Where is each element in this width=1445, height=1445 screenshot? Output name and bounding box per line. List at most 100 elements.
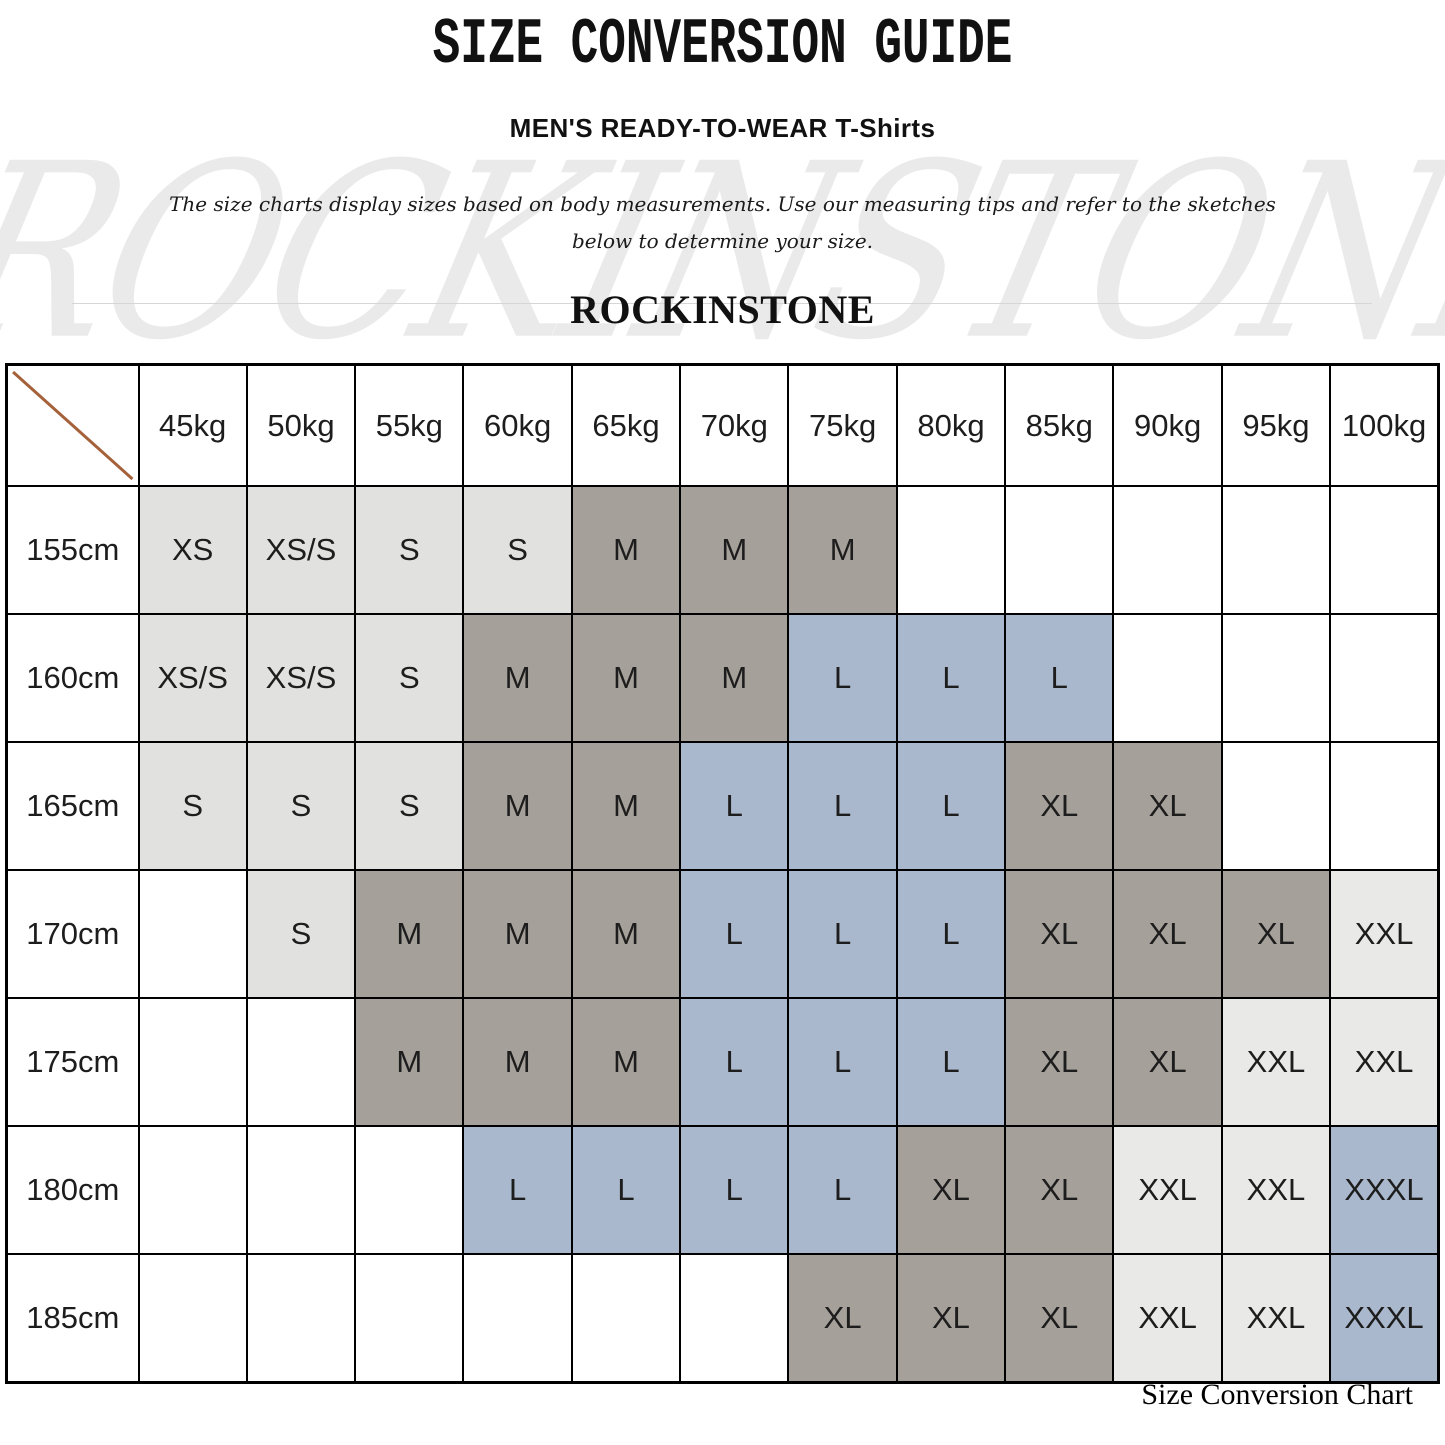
- size-cell: L: [787, 613, 898, 743]
- height-label-cell: 180cm: [5, 1125, 140, 1255]
- weight-header-cell: 45kg: [137, 363, 248, 487]
- size-cell: M: [787, 485, 898, 615]
- empty-cell: [245, 997, 357, 1127]
- height-label-cell: 155cm: [5, 485, 140, 615]
- size-cell: L: [787, 741, 898, 871]
- empty-cell: [354, 1253, 465, 1384]
- size-cell: M: [570, 613, 682, 743]
- size-cell: XL: [1004, 741, 1115, 871]
- chart-caption: Size Conversion Chart: [1141, 1378, 1413, 1411]
- empty-cell: [137, 997, 248, 1127]
- size-cell: S: [137, 741, 248, 871]
- size-cell: L: [462, 1125, 573, 1255]
- empty-cell: [245, 1253, 357, 1384]
- size-cell: L: [570, 1125, 682, 1255]
- size-cell: XL: [1004, 1125, 1115, 1255]
- size-cell: L: [787, 997, 898, 1127]
- page-title: SIZE CONVERSION GUIDE: [432, 8, 1013, 82]
- table-row: 160cm XS/S XS/S S M M M L L L: [5, 613, 1440, 743]
- size-conversion-table: 45kg 50kg 55kg 60kg 65kg 70kg 75kg 80kg 85kg 90kg…: [5, 363, 1440, 1384]
- height-label-cell: 160cm: [5, 613, 140, 743]
- weight-header-cell: 90kg: [1112, 363, 1223, 487]
- size-cell: M: [462, 741, 573, 871]
- empty-cell: [1220, 485, 1332, 615]
- size-cell: L: [679, 997, 790, 1127]
- weight-header-cell: 85kg: [1004, 363, 1115, 487]
- height-label-cell: 170cm: [5, 869, 140, 999]
- weight-header-cell: 55kg: [354, 363, 465, 487]
- header-row: 45kg 50kg 55kg 60kg 65kg 70kg 75kg 80kg 85kg 90kg…: [5, 363, 1440, 487]
- empty-cell: [1329, 485, 1440, 615]
- size-cell: XXL: [1220, 1253, 1332, 1384]
- weight-header-cell: 80kg: [895, 363, 1007, 487]
- weight-header-cell: 50kg: [245, 363, 357, 487]
- size-cell: XXL: [1329, 997, 1440, 1127]
- table-row: 180cm L L L L XL XL XXL XXL XXXL: [5, 1125, 1440, 1255]
- table-row: 175cm M M M L L L XL XL XXL XXL: [5, 997, 1440, 1127]
- height-label-cell: 185cm: [5, 1253, 140, 1384]
- size-cell: M: [570, 741, 682, 871]
- size-cell: L: [787, 869, 898, 999]
- size-cell: XL: [787, 1253, 898, 1384]
- size-cell: M: [354, 997, 465, 1127]
- description-line-1: The size charts display sizes based on b…: [169, 192, 1276, 216]
- size-cell: L: [679, 741, 790, 871]
- size-cell: L: [895, 997, 1007, 1127]
- size-cell: M: [570, 869, 682, 999]
- size-cell: XS: [137, 485, 248, 615]
- size-cell: XXXL: [1329, 1125, 1440, 1255]
- size-cell: L: [787, 1125, 898, 1255]
- empty-cell: [462, 1253, 573, 1384]
- size-cell: XL: [1112, 869, 1223, 999]
- weight-header-cell: 95kg: [1220, 363, 1332, 487]
- empty-cell: [1004, 485, 1115, 615]
- table-body: 155cm XS XS/S S S M M M 160cm XS/S XS/S S M M M L L L 165c…: [5, 485, 1440, 1384]
- empty-cell: [570, 1253, 682, 1384]
- size-cell: L: [679, 1125, 790, 1255]
- table-row: 155cm XS XS/S S S M M M: [5, 485, 1440, 615]
- height-label-cell: 175cm: [5, 997, 140, 1127]
- size-cell: XXL: [1112, 1253, 1223, 1384]
- table-row: 170cm S M M M L L L XL XL XL XXL: [5, 869, 1440, 999]
- size-cell: XXL: [1112, 1125, 1223, 1255]
- weight-header-cell: 100kg: [1329, 363, 1440, 487]
- size-cell: XL: [1112, 741, 1223, 871]
- size-cell: L: [1004, 613, 1115, 743]
- weight-header-cell: 75kg: [787, 363, 898, 487]
- size-cell: XXXL: [1329, 1253, 1440, 1384]
- empty-cell: [1112, 613, 1223, 743]
- empty-cell: [354, 1125, 465, 1255]
- brand-name: ROCKINSTONE: [570, 287, 875, 332]
- size-cell: M: [679, 613, 790, 743]
- empty-cell: [1329, 613, 1440, 743]
- size-cell: S: [354, 741, 465, 871]
- size-cell: M: [679, 485, 790, 615]
- empty-cell: [1220, 741, 1332, 871]
- table-row: 165cm S S S M M L L L XL XL: [5, 741, 1440, 871]
- size-cell: M: [462, 997, 573, 1127]
- empty-cell: [137, 1253, 248, 1384]
- size-cell: XXL: [1220, 997, 1332, 1127]
- size-cell: XXL: [1220, 1125, 1332, 1255]
- height-label-cell: 165cm: [5, 741, 140, 871]
- size-cell: M: [570, 485, 682, 615]
- size-cell: L: [895, 869, 1007, 999]
- brand-watermark: ROCKINSTONE: [0, 111, 1445, 394]
- size-cell: XL: [895, 1253, 1007, 1384]
- size-cell: XL: [1004, 997, 1115, 1127]
- empty-cell: [1329, 741, 1440, 871]
- size-cell: L: [895, 613, 1007, 743]
- size-cell: XS/S: [137, 613, 248, 743]
- page-subtitle: MEN'S READY-TO-WEAR T-Shirts: [509, 113, 936, 143]
- description-line-2: below to determine your size.: [571, 229, 874, 253]
- empty-cell: [1112, 485, 1223, 615]
- weight-header-cell: 70kg: [679, 363, 790, 487]
- size-cell: XL: [1004, 869, 1115, 999]
- size-cell: S: [245, 741, 357, 871]
- size-cell: XL: [895, 1125, 1007, 1255]
- size-cell: S: [462, 485, 573, 615]
- size-cell: M: [354, 869, 465, 999]
- empty-cell: [137, 1125, 248, 1255]
- empty-cell: [895, 485, 1007, 615]
